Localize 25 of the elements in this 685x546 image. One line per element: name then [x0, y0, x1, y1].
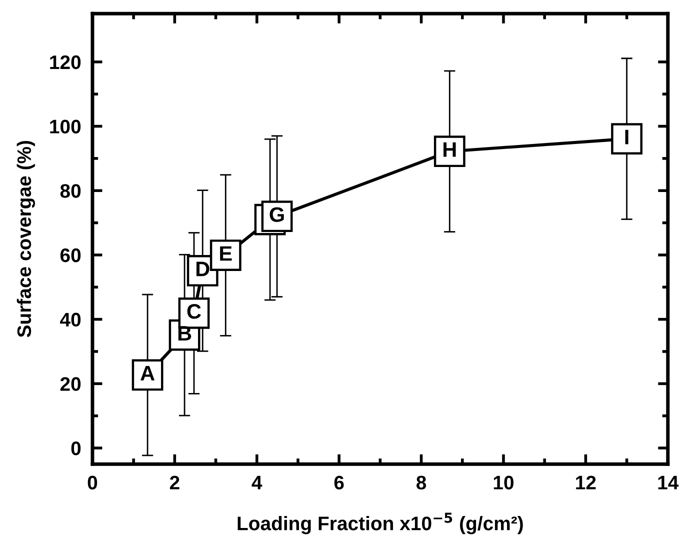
y-tick-label: 100 [50, 120, 81, 134]
annotation: I [625, 130, 628, 144]
x-tick-label: 8 [416, 476, 426, 490]
annotation: E [220, 246, 232, 261]
y-tick-label: 20 [60, 377, 81, 391]
x-tick-label: 4 [252, 476, 262, 490]
annotation: G [270, 207, 284, 222]
x-tick-label: 6 [334, 476, 344, 490]
y-axis-title: Surface covergae (%) [16, 140, 36, 338]
point [611, 123, 642, 155]
x-tick-label: 12 [576, 476, 596, 490]
annotation: H [444, 142, 456, 157]
y-tick-label: 0 [71, 441, 81, 456]
y-tick-label: 80 [60, 184, 81, 198]
y-tick-label: 120 [50, 55, 81, 70]
y-tick-label: 40 [60, 312, 81, 327]
annotation: C [187, 304, 201, 319]
x-tick-label: 2 [170, 476, 180, 490]
x-tick-label: 14 [658, 476, 679, 490]
annotation: D [196, 262, 210, 276]
x-tick-label: 10 [494, 476, 514, 490]
annotation: A [140, 366, 155, 380]
y-tick-label: 60 [60, 248, 81, 262]
x-axis-title: Loading Fraction x10$^{−5}$ (g/cm²) [238, 512, 523, 534]
x-tick-label: 0 [88, 476, 98, 490]
